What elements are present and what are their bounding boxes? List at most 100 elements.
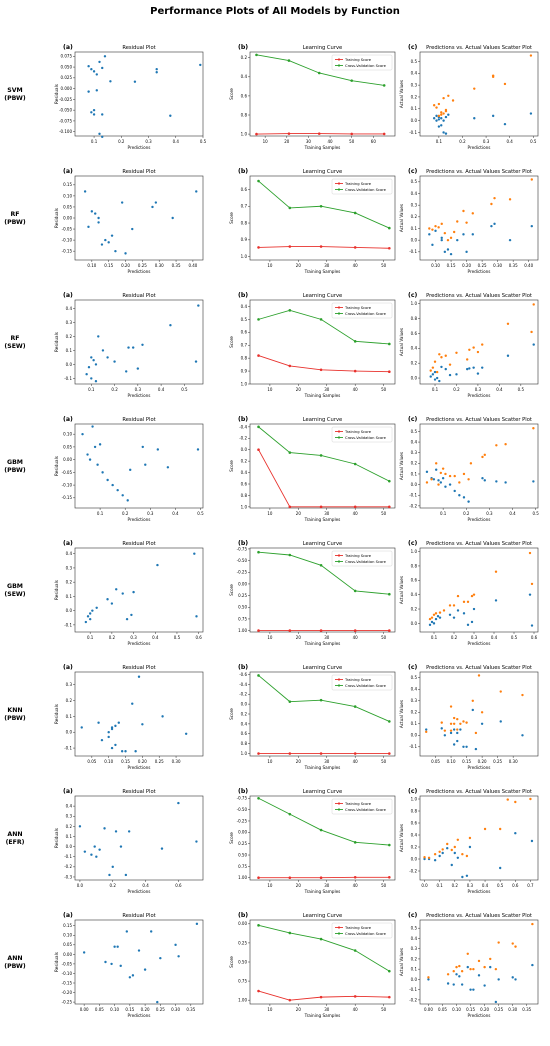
panel-letter: (c) (408, 168, 417, 175)
actual-point (499, 867, 501, 869)
x-tick-label: 0.4 (491, 635, 498, 640)
training-score-point (388, 247, 391, 250)
x-tick-label: 0.25 (155, 759, 164, 764)
residual-point (116, 946, 118, 948)
predicted-point (457, 839, 459, 841)
x-tick-label: 0.6 (512, 883, 519, 888)
plot-title: Residual Plot (122, 913, 155, 919)
residual-point (102, 349, 104, 351)
cv-score-point (320, 454, 323, 457)
plot-title: Learning Curve (303, 45, 342, 51)
actual-point (450, 732, 452, 734)
predicted-point (481, 456, 483, 458)
training-score-point (383, 133, 386, 136)
y-tick-label: 0.0 (411, 375, 418, 380)
y-tick-label: 1.00 (238, 875, 247, 880)
actual-point (432, 373, 434, 375)
actual-point (435, 469, 437, 471)
residual-point (110, 963, 112, 965)
plot-title: Predictions vs. Actual Values Scatter Pl… (426, 417, 532, 423)
training-score-point (320, 876, 323, 879)
y-axis-label: Actual Values (399, 204, 404, 232)
y-tick-label: 0.1 (66, 594, 73, 599)
residual-point (99, 443, 101, 445)
y-tick-label: 0.2 (411, 361, 418, 366)
cv-score-point (257, 797, 260, 800)
x-tick-label: 50 (381, 759, 387, 764)
residual-point (90, 377, 92, 379)
x-tick-label: 0.5 (518, 387, 525, 392)
y-tick-label: 0.2 (66, 580, 73, 585)
predicted-point (445, 355, 447, 357)
legend-training-label: Training Score (344, 182, 372, 186)
y-tick-label: 0.05 (63, 204, 72, 209)
predicted-point (466, 855, 468, 857)
cv-score-point (257, 674, 260, 677)
predicted-point (431, 616, 433, 618)
x-tick-label: 0.1 (431, 635, 438, 640)
y-tick-label: 0.5 (411, 926, 418, 931)
x-tick-label: 10 (267, 511, 273, 516)
predicted-point (531, 923, 533, 925)
residual-point (93, 113, 95, 115)
x-axis-label: Predictions (128, 269, 151, 274)
legend-cv-marker (338, 436, 340, 438)
cv-score-point (388, 343, 391, 346)
y-tick-label: -0.025 (59, 97, 72, 102)
y-tick-label: 0.3 (411, 698, 418, 703)
predicted-point (459, 723, 461, 725)
x-tick-label: 30 (324, 263, 330, 268)
actual-point (437, 479, 439, 481)
x-axis-label: Training Samples (304, 517, 341, 522)
actual-point (472, 709, 474, 711)
panel-letter: (c) (408, 788, 417, 795)
x-axis-label: Predictions (128, 765, 151, 770)
y-tick-label: 0.50 (238, 605, 247, 610)
residual-point (101, 136, 103, 138)
predicted-point (450, 723, 452, 725)
actual-point (442, 131, 444, 133)
x-tick-label: 0.40 (524, 263, 533, 268)
residual-point (83, 951, 85, 953)
legend-training-label: Training Score (344, 430, 372, 434)
residual-point (101, 243, 103, 245)
y-tick-label: 0.0 (411, 621, 418, 626)
training-score-point (289, 999, 292, 1002)
training-score-point (354, 246, 357, 249)
y-axis-label: Score (229, 956, 234, 968)
x-axis-label: Predictions (128, 641, 151, 646)
y-tick-label: 0.5 (411, 59, 418, 64)
predicted-point (453, 604, 455, 606)
model-subtitle: (EFR) (6, 839, 25, 846)
predicted-point (444, 232, 446, 234)
y-tick-label: 0.6 (241, 93, 248, 98)
training-score-point (257, 448, 260, 451)
y-tick-label: 0.3 (411, 83, 418, 88)
training-score-point (257, 752, 260, 755)
x-tick-label: 30 (324, 387, 330, 392)
actual-point (472, 988, 474, 990)
y-axis-label: Score (229, 336, 234, 348)
cv-score-point (388, 593, 391, 596)
residual-point (104, 239, 106, 241)
x-tick-label: 0.4 (496, 387, 503, 392)
predicted-point (442, 467, 444, 469)
y-tick-label: 0.6 (411, 820, 418, 825)
legend-training-label: Training Score (344, 926, 372, 930)
predicted-point (500, 690, 502, 692)
y-tick-label: -0.25 (62, 999, 73, 1004)
predicted-point (437, 483, 439, 485)
legend-training-marker (338, 678, 340, 680)
legend-training-marker (338, 926, 340, 928)
residual-point (93, 109, 95, 111)
residual-point (95, 380, 97, 382)
predicted-point (504, 83, 506, 85)
residual-point (134, 81, 136, 83)
x-tick-label: 0.6 (195, 635, 202, 640)
y-tick-label: 0.8 (411, 563, 418, 568)
x-tick-label: 0.0 (421, 883, 428, 888)
predicted-point (531, 583, 533, 585)
residual-point (129, 976, 131, 978)
actual-point (456, 740, 458, 742)
y-tick-label: 1.0 (241, 751, 248, 756)
